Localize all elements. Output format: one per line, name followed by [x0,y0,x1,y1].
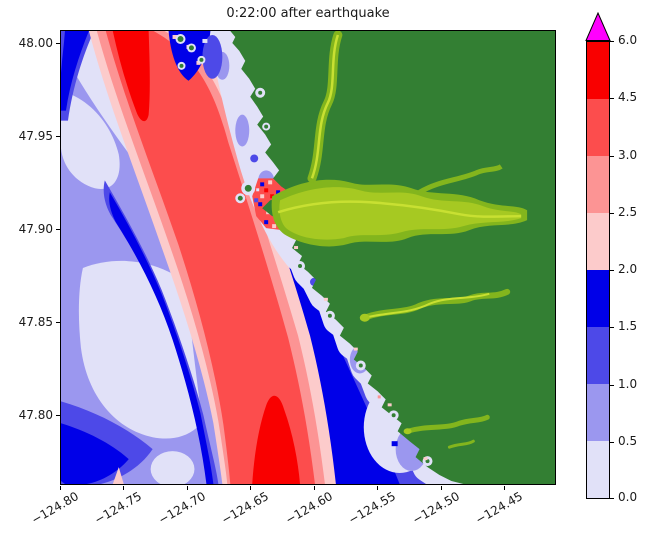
colorbar-segment [587,99,609,156]
colorbar-tick-label: 2.5 [618,205,638,219]
x-tick-label: −124.70 [155,489,208,528]
y-tick-label: 47.80 [18,408,53,422]
x-tick-mark [123,486,124,490]
river-valleys [271,31,528,449]
x-tick-label: −124.65 [218,489,271,528]
colorbar-segment [587,156,609,213]
x-tick-label: −124.80 [28,489,81,528]
trough-wedge [208,31,310,274]
colorbar-segment [587,384,609,441]
colorbar-segment [587,213,609,270]
x-tick-mark [441,486,442,490]
x-tick-mark [377,486,378,490]
colorbar-segment [587,42,609,99]
offshore-islands [175,33,433,467]
colorbar-tick-mark [610,41,614,42]
y-tick-mark [56,322,60,323]
x-tick-mark [504,486,505,490]
colorbar-tick-label: 4.5 [618,90,638,104]
colorbar-tick-mark [610,385,614,386]
colorbar-segment [587,270,609,327]
tsunami-contour-map [61,31,555,484]
x-tick-label: −124.50 [409,489,462,528]
colorbar-tick-label: 0.5 [618,434,638,448]
x-tick-label: −124.45 [472,489,525,528]
colorbar-tick-label: 6.0 [618,33,638,47]
y-tick-label: 47.85 [18,315,53,329]
colorbar-tick-label: 2.0 [618,262,638,276]
colorbar-tick-label: 1.0 [618,377,638,391]
colorbar-tick-mark [610,270,614,271]
x-tick-mark [250,486,251,490]
x-tick-label: −124.75 [91,489,144,528]
colorbar-tick-mark [610,98,614,99]
y-tick-label: 47.90 [18,222,53,236]
y-tick-mark [56,136,60,137]
colorbar-segment [587,327,609,384]
x-tick-label: −124.55 [345,489,398,528]
colorbar-tick-label: 0.0 [618,490,638,504]
colorbar-tick-label: 1.5 [618,319,638,333]
colorbar-over-arrow [585,12,611,41]
colorbar-tick-mark [610,327,614,328]
coastline-land [230,31,555,484]
colorbar-tick-mark [610,498,614,499]
colorbar-tick-mark [610,213,614,214]
y-tick-mark [56,415,60,416]
colorbar-segment [587,441,609,498]
x-tick-mark [187,486,188,490]
river-mouth-flecks [294,246,428,461]
map-plot-area [60,30,556,485]
colorbar-tick-mark [610,442,614,443]
y-tick-mark [56,229,60,230]
x-tick-label: −124.60 [282,489,335,528]
colorbar [586,41,610,499]
y-tick-label: 47.95 [18,129,53,143]
plot-title: 0:22:00 after earthquake [226,6,390,21]
colorbar-tick-label: 3.0 [618,148,638,162]
x-tick-mark [314,486,315,490]
colorbar-tick-mark [610,156,614,157]
y-tick-label: 48.00 [18,36,53,50]
x-tick-mark [60,486,61,490]
wave-crest-red-band [88,31,336,484]
y-tick-mark [56,43,60,44]
